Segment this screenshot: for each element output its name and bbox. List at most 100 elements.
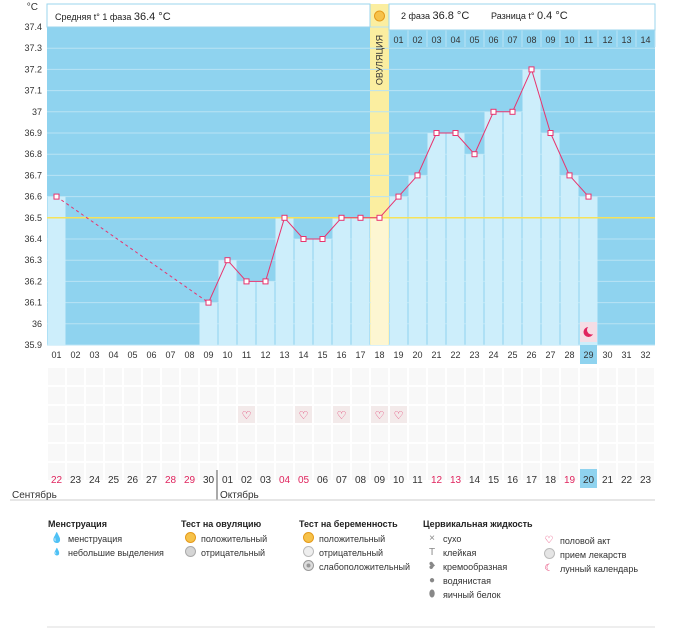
- tracker-cell: [200, 387, 217, 404]
- phase2-text: 2 фаза 36.8 °C: [401, 10, 469, 22]
- tracker-cell: [200, 406, 217, 423]
- temp-point: [281, 214, 288, 221]
- phase1-text: Средняя t° 1 фаза 36.4 °C: [55, 11, 171, 23]
- tracker-cell: [105, 444, 122, 461]
- tracker-cell: [333, 368, 350, 385]
- date-label: 30: [203, 475, 215, 486]
- legend-label: отрицательный: [319, 548, 384, 558]
- temp-point: [566, 172, 573, 179]
- y-axis-label: °C: [27, 2, 38, 13]
- tracker-cell: [257, 425, 274, 442]
- temp-line: [398, 175, 418, 197]
- legend-pregnancy-test-title: Тест на беременность: [299, 519, 398, 529]
- tracker-cell: [86, 406, 103, 423]
- ovulation-label: ОВУЛЯЦИЯ: [375, 35, 385, 85]
- cycle-day-label: 25: [507, 350, 517, 360]
- dry-icon: ×: [429, 533, 435, 544]
- cycle-day-label: 10: [222, 350, 232, 360]
- tracker-cell: [618, 406, 635, 423]
- legend-label: отрицательный: [201, 548, 266, 558]
- legend-label: положительный: [319, 534, 386, 544]
- tracker-cell: [390, 463, 407, 480]
- tracker-cell: [504, 425, 521, 442]
- y-tick-label: 37.4: [24, 22, 42, 32]
- tracker-cell: [333, 387, 350, 404]
- tracker-cell: [409, 444, 426, 461]
- tracker-cell: [48, 406, 65, 423]
- temp-bar: [218, 260, 237, 345]
- tracker-cell: [466, 406, 483, 423]
- temp-bar: [370, 217, 389, 345]
- tracker-cell: [637, 387, 654, 404]
- phase2-day-label: 11: [584, 35, 593, 45]
- tracker-cell: [295, 387, 312, 404]
- temp-point: [319, 236, 326, 242]
- date-label: 10: [393, 475, 405, 486]
- tracker-cell: [124, 406, 141, 423]
- cycle-day-label: 28: [564, 350, 574, 360]
- pill-icon: [542, 548, 556, 562]
- temp-bar: [275, 217, 294, 345]
- tracker-cell: [238, 444, 255, 461]
- month-label: Октябрь: [220, 489, 259, 501]
- heart-icon: ♡: [299, 410, 309, 422]
- tracker-cell: [523, 463, 540, 480]
- heart-cell: [390, 406, 407, 423]
- temp-point: [395, 193, 402, 200]
- y-tick-label: 37.1: [24, 86, 42, 96]
- cycle-day-label: 05: [127, 350, 137, 360]
- tracker-cell: [295, 368, 312, 385]
- temp-bar: [541, 133, 560, 345]
- temp-line: [474, 111, 494, 155]
- tracker-cell: [561, 368, 578, 385]
- tracker-cell: [542, 387, 559, 404]
- legend-menstruation: Менструация 💧 менструация 💧 небольшие выде…: [48, 519, 164, 560]
- phase2-box: [388, 3, 656, 31]
- temp-point: [433, 130, 440, 136]
- tracker-cell: [124, 425, 141, 442]
- moon-icon: ☾: [544, 563, 554, 574]
- tracker-cell: [143, 444, 160, 461]
- temp-line: [227, 259, 247, 282]
- tracker-cell: [181, 425, 198, 442]
- positive-test-icon: [183, 532, 197, 546]
- tracker-cell: [523, 425, 540, 442]
- tracker-cell: [200, 444, 217, 461]
- temp-point: [376, 214, 383, 221]
- tracker-cell: [352, 368, 369, 385]
- cycle-day-label: 18: [374, 350, 384, 360]
- tracker-cell: [599, 444, 616, 461]
- temp-line: [455, 132, 475, 155]
- date-label: 20: [583, 475, 595, 486]
- tracker-cell: [333, 425, 350, 442]
- cycle-day-label: 20: [412, 350, 422, 360]
- tracker-cell: [504, 463, 521, 480]
- legend-label: яичный белок: [443, 590, 501, 600]
- heart-icon: ♡: [394, 410, 404, 422]
- temp-line: [265, 217, 285, 282]
- tracker-cell: [504, 406, 521, 423]
- tracker-cell: [314, 425, 331, 442]
- cycle-day-label: 15: [317, 350, 327, 360]
- tracker-cell: [257, 463, 274, 480]
- tracker-cell: [428, 406, 445, 423]
- watery-icon: ●: [428, 575, 436, 586]
- cycle-day-label: 22: [450, 350, 460, 360]
- tracker-cell: [485, 368, 502, 385]
- tracker-cell: [181, 463, 198, 480]
- date-label: 09: [374, 475, 386, 486]
- tracker-cell: [181, 444, 198, 461]
- legend-label: слабоположительный: [319, 562, 411, 572]
- tracker-cell: [561, 425, 578, 442]
- y-tick-label: 37: [32, 107, 42, 117]
- tracker-cell: [618, 425, 635, 442]
- cycle-day-label: 01: [51, 350, 61, 360]
- tracker-cell: [143, 425, 160, 442]
- date-label: 26: [127, 475, 139, 486]
- cycle-day-label: 31: [621, 350, 631, 360]
- legend-label: сухо: [443, 534, 462, 544]
- cycle-day-label: 13: [279, 350, 289, 360]
- temp-line: [569, 175, 589, 197]
- heart-icon: ♡: [544, 535, 554, 546]
